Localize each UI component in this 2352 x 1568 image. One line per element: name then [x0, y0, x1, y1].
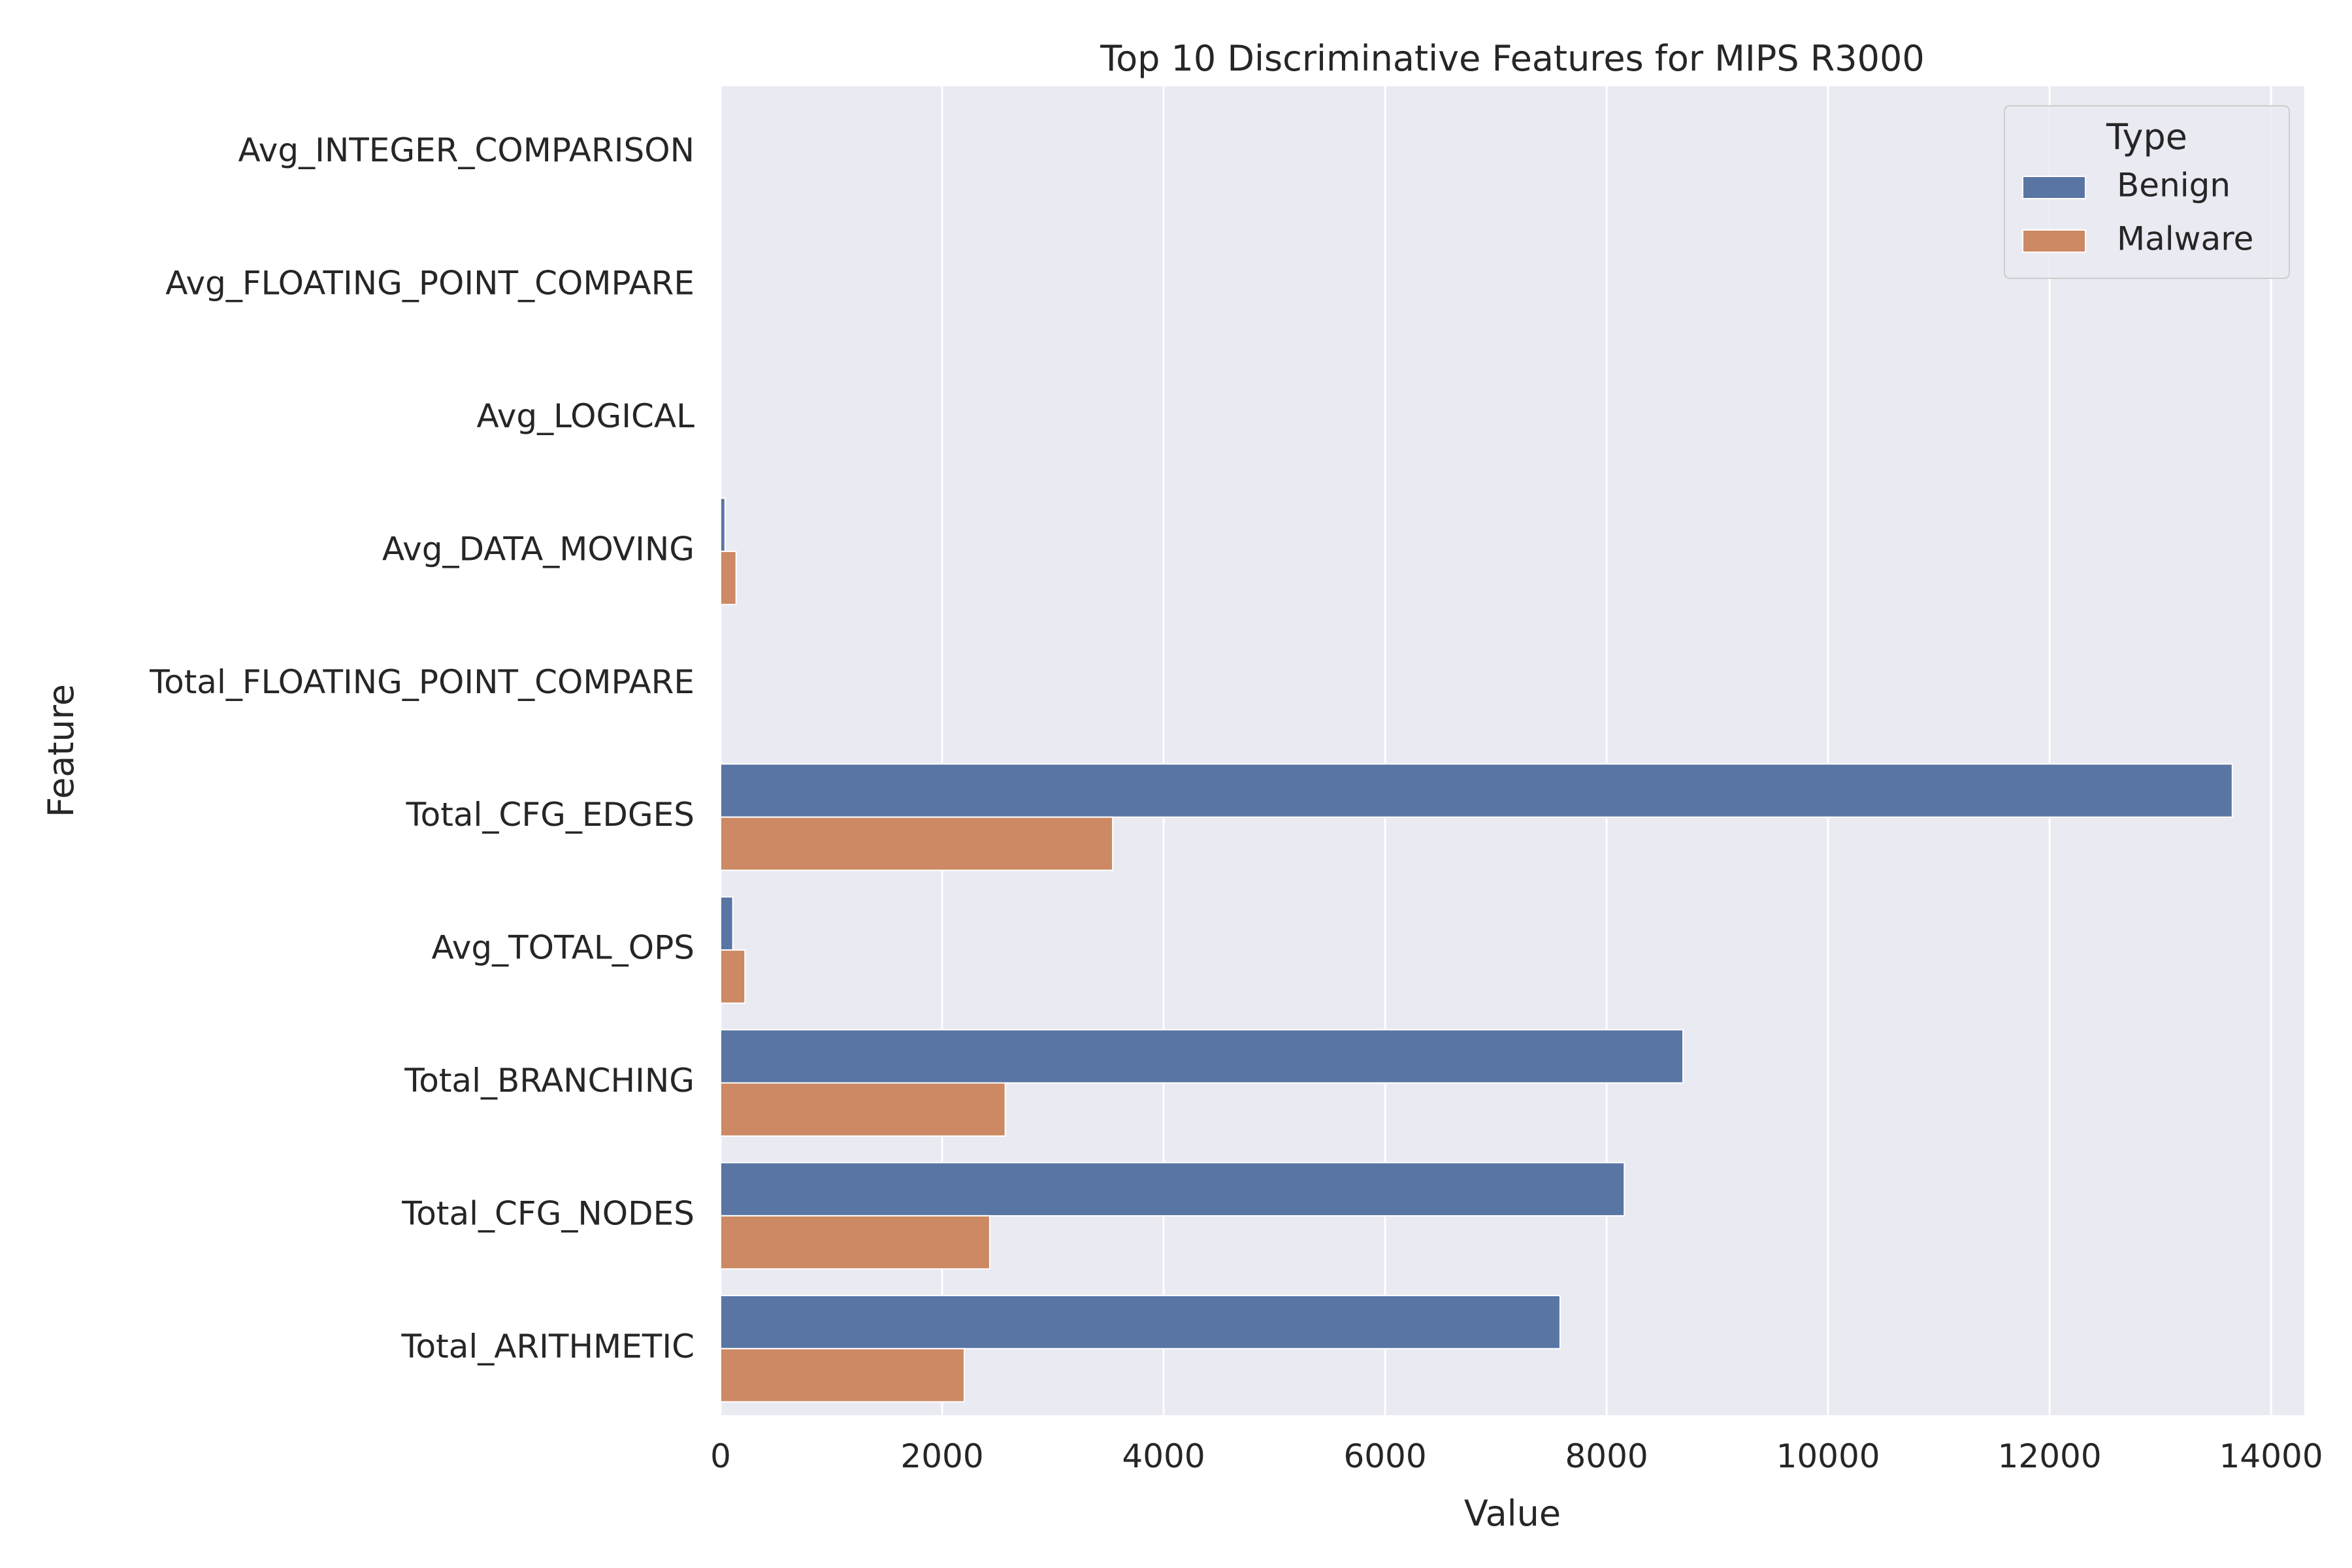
- x-tick-label: 0: [710, 1437, 731, 1475]
- y-tick-label: Total_ARITHMETIC: [400, 1328, 694, 1365]
- x-tick-label: 4000: [1122, 1437, 1205, 1475]
- x-tick-label: 10000: [1776, 1437, 1880, 1475]
- x-tick-label: 2000: [900, 1437, 983, 1475]
- legend-label-malware: Malware: [2117, 220, 2253, 258]
- y-tick-label: Avg_TOTAL_OPS: [432, 929, 694, 967]
- bar-benign-total-arithmetic: [720, 1294, 1561, 1350]
- x-tick-label: 8000: [1565, 1437, 1648, 1475]
- y-axis-label: Feature: [41, 684, 82, 817]
- bar-benign-total-cfg-edges: [720, 763, 2233, 818]
- x-tick-label: 6000: [1343, 1437, 1426, 1475]
- x-tick-labels: 0 2000 4000 6000 8000 10000 12000 14000: [710, 1437, 2323, 1475]
- legend: Type Benign Malware: [2004, 105, 2290, 279]
- y-tick-label: Avg_LOGICAL: [477, 397, 695, 435]
- chart-title: Top 10 Discriminative Features for MIPS …: [1100, 38, 1924, 79]
- legend-swatch-malware: [2022, 229, 2086, 253]
- x-tick-label: 14000: [2219, 1437, 2323, 1475]
- y-tick-label: Total_CFG_NODES: [401, 1194, 694, 1232]
- y-tick-label: Total_FLOATING_POINT_COMPARE: [149, 663, 694, 701]
- bars: [720, 99, 2233, 1403]
- y-tick-label: Avg_FLOATING_POINT_COMPARE: [165, 265, 694, 302]
- legend-swatch-benign: [2022, 176, 2086, 199]
- legend-title: Type: [2106, 116, 2187, 157]
- x-tick-label: 12000: [1998, 1437, 2102, 1475]
- bar-benign-total-branching: [720, 1029, 1684, 1084]
- bar-malware-total-cfg-edges: [720, 816, 1114, 872]
- y-tick-label: Total_CFG_EDGES: [406, 796, 694, 834]
- y-tick-label: Avg_DATA_MOVING: [382, 530, 694, 568]
- bar-malware-total-arithmetic: [720, 1348, 965, 1403]
- y-tick-label: Avg_INTEGER_COMPARISON: [238, 131, 694, 169]
- bar-benign-avg-total-ops: [720, 896, 734, 951]
- bar-malware-avg-total-ops: [720, 949, 746, 1004]
- x-axis-label: Value: [1464, 1493, 1561, 1534]
- bar-malware-total-branching: [720, 1082, 1006, 1137]
- y-tick-labels: Avg_INTEGER_COMPARISON Avg_FLOATING_POINT…: [149, 131, 694, 1365]
- y-tick-label: Total_BRANCHING: [404, 1062, 694, 1100]
- bar-benign-total-cfg-nodes: [720, 1162, 1625, 1217]
- legend-label-benign: Benign: [2117, 167, 2230, 204]
- bar-malware-avg-data-moving: [720, 550, 737, 606]
- bar-benign-avg-data-moving: [720, 497, 726, 552]
- bar-malware-total-cfg-nodes: [720, 1215, 990, 1270]
